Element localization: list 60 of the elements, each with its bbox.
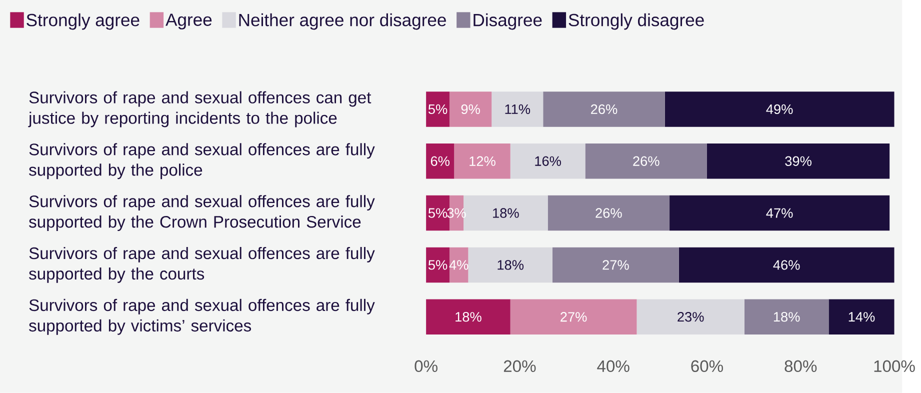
bar <box>548 196 670 231</box>
bar <box>706 144 890 179</box>
bar <box>670 196 890 231</box>
data-label: 5% <box>428 104 448 114</box>
data-label: 46% <box>773 260 800 270</box>
y-tick-label: Survivors of rape and sexual offences are fully supported by the courts <box>29 247 375 284</box>
bar <box>510 299 637 335</box>
x-tick-label: 0% <box>414 360 438 372</box>
data-label: 14% <box>848 312 875 322</box>
data-label: 27% <box>602 260 629 270</box>
x-tick-label: 40% <box>597 360 630 372</box>
bar <box>426 299 510 335</box>
x-tick-label: 20% <box>504 360 536 372</box>
legend-label: Neither agree nor disagree <box>239 13 446 30</box>
data-label: 26% <box>633 156 660 166</box>
bar <box>552 247 679 283</box>
y-tick-label: Survivors of rape and sexual offences can get justice by reporting incidents to the police <box>28 91 372 128</box>
x-tick-label: 60% <box>691 360 723 372</box>
data-label: 9% <box>461 104 480 114</box>
bar <box>492 92 544 127</box>
data-label: 5% <box>428 260 448 270</box>
data-label: 6% <box>430 156 450 166</box>
data-label: 27% <box>560 312 587 322</box>
x-tick-label: 80% <box>784 360 817 372</box>
y-tick-label: Survivors of rape and sexual offences are fully supported by the Crown Prosecution Service <box>29 195 375 232</box>
bar <box>543 92 665 127</box>
bar <box>585 144 707 179</box>
y-tick-label: Survivors of rape and sexual offences are fully supported by the police <box>29 143 375 180</box>
data-label: 5% <box>428 208 448 218</box>
bar <box>828 299 894 335</box>
bar <box>678 247 894 283</box>
data-label: 18% <box>493 208 519 218</box>
legend-label: Disagree <box>474 13 542 30</box>
bar <box>426 144 454 179</box>
y-tick-label: Survivors of rape and sexual offences are fully supported by victims’ services <box>29 299 375 335</box>
legend-label: Strongly agree <box>26 13 140 30</box>
bar <box>449 92 492 127</box>
bar <box>426 92 450 127</box>
bar <box>454 144 510 179</box>
legend-label: Agree <box>166 14 212 30</box>
data-label: 11% <box>505 104 530 114</box>
data-label: 18% <box>456 312 482 322</box>
bar <box>664 92 894 127</box>
data-label: 23% <box>678 312 704 322</box>
data-label: 18% <box>774 312 800 322</box>
data-label: 18% <box>498 260 524 270</box>
bar <box>636 299 744 335</box>
data-label: 39% <box>785 156 812 166</box>
data-label: 47% <box>766 208 793 218</box>
bar <box>510 144 586 179</box>
data-label: 26% <box>591 104 618 114</box>
legend-label: Strongly disagree <box>568 13 704 30</box>
data-label: 16% <box>535 156 561 166</box>
bar <box>468 247 552 283</box>
data-label: 12% <box>470 156 496 166</box>
bar <box>744 299 829 335</box>
data-label: 49% <box>766 104 793 114</box>
data-label: 26% <box>596 208 622 218</box>
x-tick-label: 100% <box>874 360 915 372</box>
bar <box>426 247 450 283</box>
